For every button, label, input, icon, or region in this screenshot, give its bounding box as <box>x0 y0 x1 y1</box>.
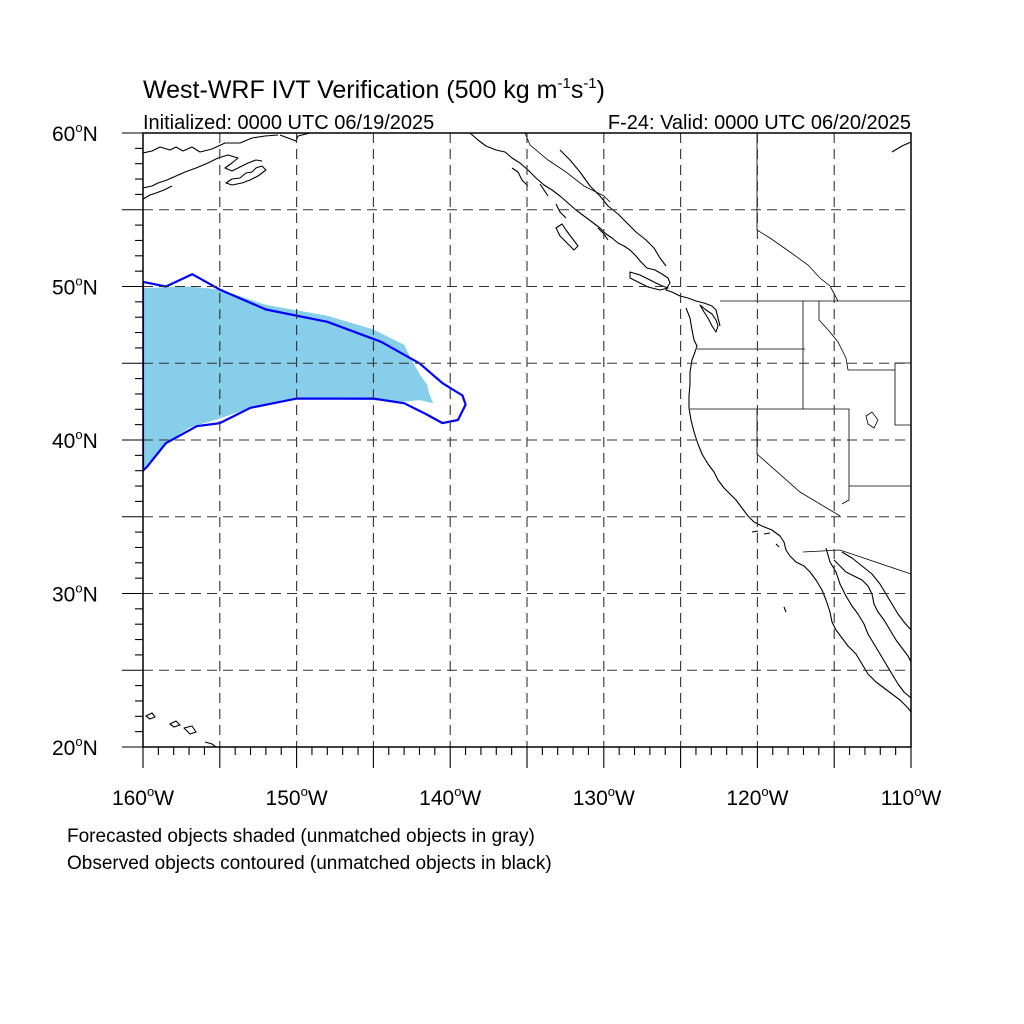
lat-label: 20oN <box>52 734 98 760</box>
lat-label: 60oN <box>52 120 98 146</box>
lat-label: 30oN <box>52 581 98 607</box>
lon-label: 120oW <box>726 784 788 810</box>
latitude-labels: 60oN 50oN 40oN 30oN 20oN <box>52 120 98 760</box>
bc-inner-coast <box>559 149 667 267</box>
valid-time-label: F-24: Valid: 0000 UTC 06/20/2025 <box>608 112 911 134</box>
lon-label: 140oW <box>419 784 481 810</box>
alaska-canada-border <box>524 133 611 203</box>
us-west-coast <box>685 307 911 713</box>
forecast-legend-caption: Forecasted objects shaded (unmatched obj… <box>67 826 535 847</box>
lat-label: 50oN <box>52 274 98 300</box>
lon-label: 160oW <box>112 784 174 810</box>
state-boundaries <box>690 133 911 575</box>
alaska-coastline <box>143 134 279 200</box>
channel-islands <box>751 530 787 613</box>
baja-california <box>825 547 911 699</box>
hawaii-islands <box>145 712 217 747</box>
kodiak-island <box>225 165 267 186</box>
axis-ticks <box>122 132 912 768</box>
mainland-mexico-coast <box>841 551 911 631</box>
longitude-labels: 160oW 150oW 140oW 130oW 120oW 110oW <box>112 784 942 810</box>
canada-coast-ne <box>891 141 911 153</box>
graticule <box>143 133 911 747</box>
forecast-ivt-object <box>143 286 434 470</box>
political-boundaries <box>524 133 911 575</box>
observed-legend-caption: Observed objects contoured (unmatched ob… <box>67 853 552 874</box>
figure-title: West-WRF IVT Verification (500 kg m-1s-1… <box>143 75 605 104</box>
alaska-gulf-coast <box>279 133 721 327</box>
init-time-label: Initialized: 0000 UTC 06/19/2025 <box>143 112 434 134</box>
lon-label: 130oW <box>573 784 635 810</box>
coastlines <box>143 133 911 747</box>
alaska-panhandle-islands <box>511 167 669 291</box>
lon-label: 150oW <box>266 784 328 810</box>
plot-area <box>143 133 911 747</box>
lat-label: 40oN <box>52 427 98 453</box>
great-salt-lake <box>865 411 879 429</box>
lon-label: 110oW <box>881 784 942 810</box>
puget-sound <box>699 304 719 333</box>
